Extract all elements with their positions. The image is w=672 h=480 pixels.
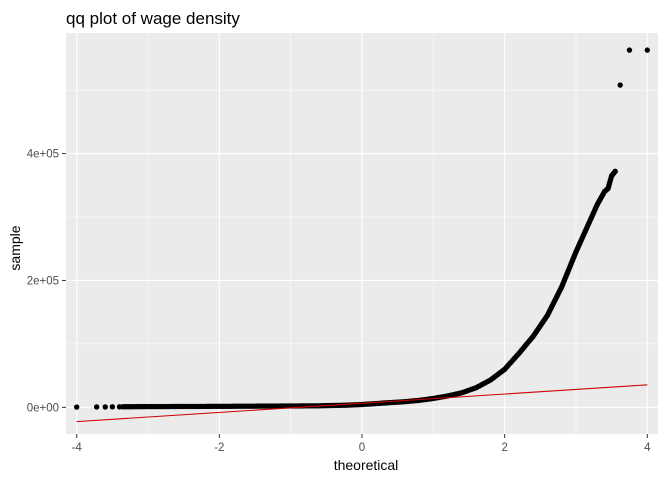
qq-point: [143, 403, 149, 410]
chart-title: qq plot of wage density: [66, 9, 240, 28]
qq-point: [644, 47, 651, 53]
qq-point: [109, 404, 116, 410]
x-axis-title: theoretical: [334, 457, 399, 473]
x-tick-label: 0: [359, 442, 365, 454]
x-tick-label: -4: [72, 442, 83, 454]
qq-point: [93, 404, 100, 410]
y-tick-label: 4e+05: [27, 149, 59, 161]
x-tick-label: 2: [501, 442, 507, 454]
x-tick-label: 4: [644, 442, 651, 454]
y-axis-title: sample: [7, 225, 23, 270]
qq-point: [457, 390, 463, 396]
y-tick-label: 0e+00: [27, 402, 59, 414]
qq-point: [214, 403, 220, 410]
qq-point: [285, 403, 292, 409]
x-tick-label: -2: [214, 442, 224, 454]
qq-point: [102, 404, 108, 410]
qq-point: [626, 47, 633, 53]
qq-point: [250, 403, 256, 409]
y-axis-ticks: 0e+00 2e+05 4e+05: [27, 149, 66, 414]
qq-point: [73, 404, 80, 410]
qq-point: [617, 82, 623, 88]
reference-line: [76, 384, 648, 423]
y-tick-label: 2e+05: [27, 275, 59, 287]
qq-point: [178, 403, 185, 410]
x-axis-ticks: -4 -2 0 2 4: [72, 434, 651, 454]
sample-points: [73, 47, 651, 410]
qq-point: [129, 403, 135, 410]
qq-point: [611, 170, 617, 176]
